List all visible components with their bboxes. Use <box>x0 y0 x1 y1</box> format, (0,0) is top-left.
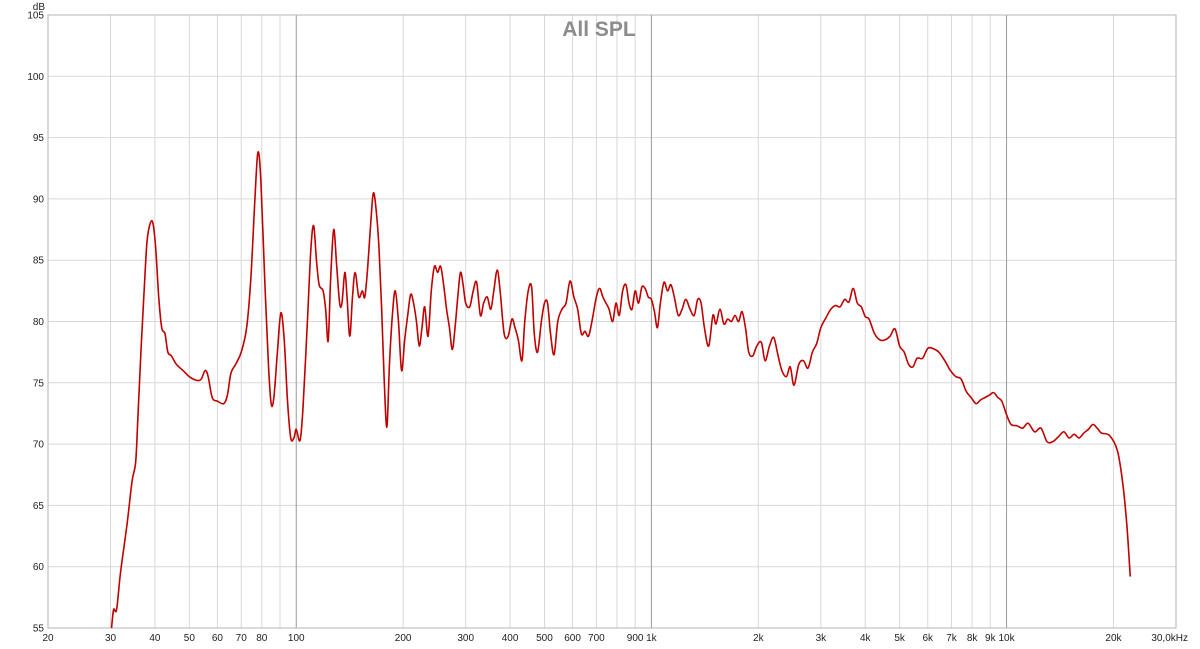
x-tick-label: 9k <box>985 633 997 644</box>
x-tick-label: 70 <box>236 633 248 644</box>
x-tick-label: 7k <box>946 633 958 644</box>
x-tick-label: 30 <box>105 633 117 644</box>
x-tick-label: 400 <box>502 633 519 644</box>
y-tick-label: 65 <box>33 501 45 512</box>
x-tick-label: 5k <box>894 633 906 644</box>
x-tick-label: 900 <box>627 633 644 644</box>
y-tick-label: 105 <box>27 11 44 22</box>
x-tick-label: 8k <box>967 633 979 644</box>
grid-layer <box>48 15 1176 628</box>
y-tick-label: 90 <box>33 194 45 205</box>
y-tick-label: 85 <box>33 256 45 267</box>
x-tick-label: 200 <box>395 633 412 644</box>
x-tick-label: 10k <box>998 633 1015 644</box>
y-tick-label: 70 <box>33 440 45 451</box>
x-tick-label: 20 <box>42 633 54 644</box>
x-tick-label: 600 <box>564 633 581 644</box>
y-tick-label: 100 <box>27 72 44 83</box>
y-tick-label: 95 <box>33 133 45 144</box>
y-tick-label: 75 <box>33 378 45 389</box>
x-tick-label: 50 <box>184 633 196 644</box>
curve-layer <box>110 150 1132 629</box>
x-tick-label: 1k <box>646 633 658 644</box>
x-tick-label: 40 <box>149 633 161 644</box>
x-tick-label: 4k <box>860 633 872 644</box>
y-axis-unit-label: dB <box>33 2 46 13</box>
y-tick-label: 80 <box>33 317 45 328</box>
x-tick-label: 20k <box>1105 633 1122 644</box>
x-tick-label: 100 <box>288 633 305 644</box>
x-tick-label: 80 <box>256 633 268 644</box>
y-tick-label: 55 <box>33 624 45 635</box>
x-tick-label: 60 <box>212 633 224 644</box>
chart-title: All SPL <box>562 18 636 41</box>
spl-series-line <box>110 150 1132 629</box>
x-tick-label: 2k <box>753 633 765 644</box>
x-tick-label: 6k <box>922 633 934 644</box>
plot-frame <box>47 14 1177 629</box>
x-tick-label: 3k <box>816 633 828 644</box>
x-tick-label: 30,0kHz <box>1151 633 1188 644</box>
x-tick-label: 300 <box>457 633 474 644</box>
axis-layer: 55 60 65 70 75 80 85 90 95 100 105 20 30 40 50 60 70 80 10… <box>27 11 1188 645</box>
x-tick-label: 700 <box>588 633 605 644</box>
x-tick-label: 500 <box>536 633 553 644</box>
y-tick-label: 60 <box>33 562 45 573</box>
